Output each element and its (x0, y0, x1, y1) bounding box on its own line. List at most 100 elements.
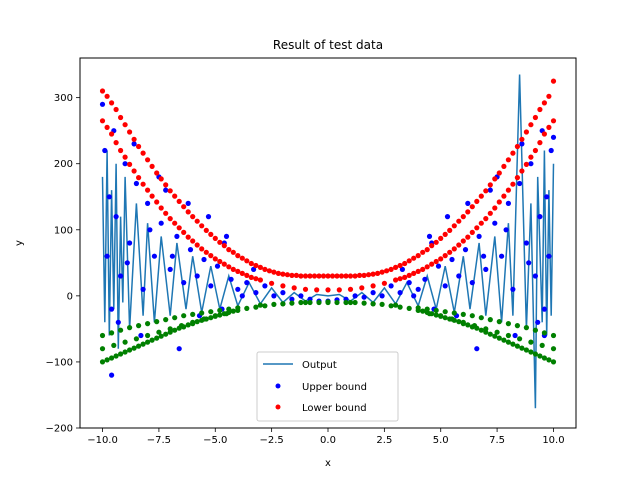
data-point (99, 118, 106, 124)
data-point (528, 161, 534, 167)
data-point (343, 273, 349, 279)
data-point (235, 305, 241, 311)
data-point (406, 305, 412, 311)
data-point (397, 304, 403, 310)
data-point (257, 277, 263, 283)
data-point (505, 321, 511, 327)
data-point (478, 220, 484, 226)
data-point (235, 253, 241, 259)
data-point (145, 157, 151, 163)
data-point (442, 315, 448, 321)
data-point (169, 253, 175, 259)
data-point (537, 353, 543, 359)
data-point (131, 345, 137, 351)
data-point (127, 129, 133, 135)
data-point (163, 317, 169, 323)
x-tick-label: −7.5 (147, 435, 171, 446)
data-point (460, 214, 466, 220)
data-point (99, 101, 106, 107)
data-point (115, 319, 121, 325)
data-point (131, 141, 137, 147)
data-point (481, 253, 487, 259)
legend-upper-bound-swatch (275, 383, 281, 389)
data-point (163, 210, 169, 216)
series-layer (99, 74, 557, 409)
data-point (163, 182, 169, 188)
data-point (113, 106, 119, 113)
data-point (532, 351, 539, 357)
data-point (176, 225, 182, 231)
data-point (244, 305, 250, 311)
data-point (487, 210, 493, 216)
data-point (133, 336, 139, 342)
data-point (343, 299, 349, 306)
data-point (253, 262, 259, 269)
data-point (212, 235, 218, 241)
data-point (397, 290, 403, 296)
data-point (505, 339, 511, 345)
data-point (532, 273, 539, 279)
data-point (106, 194, 112, 200)
data-point (442, 231, 448, 237)
data-point (239, 293, 245, 299)
data-point (136, 343, 142, 349)
data-point (510, 341, 516, 347)
x-axis: −10.0 −7.5 −5.0 −2.5 0.0 2.5 5.0 7.5 10.0 (87, 428, 565, 446)
x-tick-label: −2.5 (259, 435, 283, 446)
data-point (291, 285, 297, 291)
data-point (393, 277, 399, 283)
x-tick-label: 10.0 (542, 435, 564, 446)
data-point (517, 336, 523, 342)
data-point (239, 255, 245, 261)
data-point (415, 268, 421, 274)
data-point (127, 161, 133, 167)
data-point (253, 276, 259, 282)
data-point (336, 287, 342, 293)
data-point (203, 249, 209, 255)
data-point (174, 233, 180, 239)
data-point (199, 246, 205, 252)
data-point (514, 323, 521, 329)
data-point (510, 150, 516, 156)
y-axis: −200 −100 0 100 200 300 (46, 93, 80, 435)
data-point (402, 260, 408, 267)
data-point (361, 272, 367, 278)
data-point (361, 300, 367, 306)
data-point (167, 326, 173, 332)
data-point (438, 235, 444, 241)
data-point (208, 283, 214, 289)
data-point (181, 204, 187, 210)
data-point (109, 100, 115, 106)
data-point (136, 323, 142, 329)
data-point (201, 256, 207, 263)
data-point (113, 140, 119, 146)
data-point (366, 272, 372, 278)
data-point (510, 181, 516, 187)
data-point (133, 180, 139, 187)
data-point (442, 253, 448, 259)
data-point (532, 147, 539, 154)
data-point (325, 299, 331, 305)
data-point (158, 205, 164, 211)
data-point (512, 332, 518, 339)
data-point (501, 337, 507, 343)
data-point (334, 299, 340, 306)
data-point (469, 229, 475, 235)
y-tick-label: −100 (46, 357, 73, 368)
data-point (535, 319, 541, 325)
data-point (541, 355, 548, 361)
data-point (456, 218, 462, 224)
data-point (503, 227, 509, 233)
y-tick-label: 100 (54, 225, 73, 236)
data-point (208, 315, 214, 321)
data-point (221, 261, 227, 267)
data-point (424, 306, 430, 312)
data-point (352, 273, 358, 279)
data-point (147, 227, 153, 233)
data-point (271, 293, 277, 299)
data-point (172, 220, 178, 226)
data-point (433, 258, 439, 265)
data-point (483, 326, 489, 332)
data-point (447, 227, 453, 233)
